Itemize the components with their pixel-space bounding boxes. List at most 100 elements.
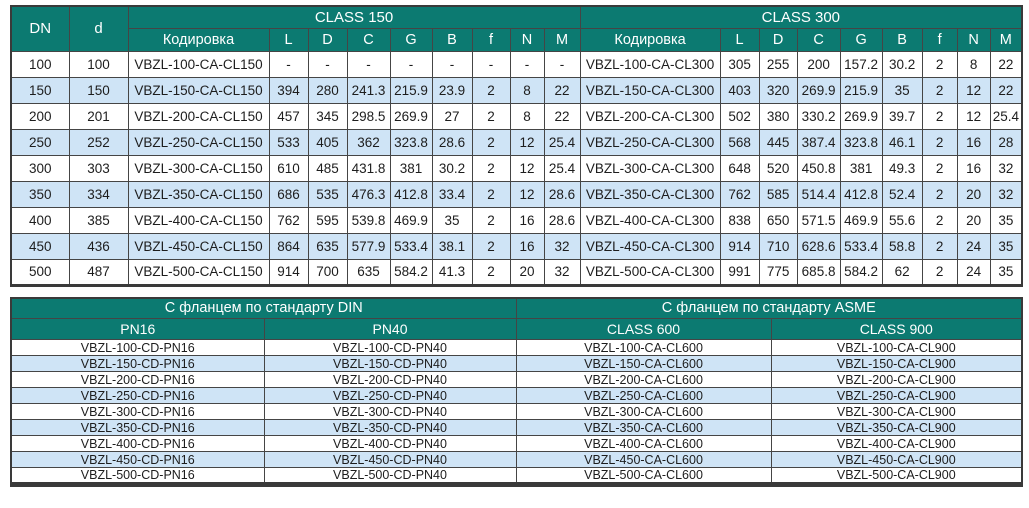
value-cell: 303: [68, 154, 129, 182]
value-cell: 864: [268, 232, 309, 260]
table-row: VBZL-250-CD-PN16 VBZL-250-CD-PN40 VBZL-250…: [10, 387, 1023, 404]
value-cell: 2: [471, 206, 511, 234]
code-cell: VBZL-150-CD-PN40: [263, 355, 517, 372]
value-cell: 200: [10, 102, 70, 130]
value-cell: 520: [758, 154, 798, 182]
value-cell: 150: [68, 76, 129, 104]
value-cell: 381: [389, 154, 433, 182]
col-header-pn16: PN16: [10, 318, 265, 340]
code-cell: VBZL-450-CA-CL900: [770, 451, 1023, 468]
code-cell: VBZL-350-CA-CL600: [515, 419, 772, 436]
flange-standards-table: С фланцем по стандарту DIN С фланцем по …: [10, 296, 1024, 487]
value-cell: 150: [10, 76, 70, 104]
col-header-m-cl150: M: [543, 27, 581, 52]
value-cell: 12: [509, 128, 545, 156]
value-cell: 35: [989, 232, 1023, 260]
value-cell: 584.2: [839, 258, 883, 286]
value-cell: 252: [68, 128, 129, 156]
value-cell: 35: [989, 258, 1023, 286]
group-header-row: DN d CLASS 150 CLASS 300: [10, 5, 1023, 52]
table-row: VBZL-350-CD-PN16 VBZL-350-CD-PN40 VBZL-350…: [10, 419, 1023, 436]
value-cell: 35: [431, 206, 473, 234]
code-cell: VBZL-400-CD-PN16: [10, 435, 265, 452]
value-cell: 241.3: [346, 76, 391, 104]
code-cell: VBZL-200-CA-CL600: [515, 371, 772, 388]
code-cell: VBZL-400-CD-PN40: [263, 435, 517, 452]
value-cell: 686: [268, 180, 309, 208]
value-cell: 2: [921, 102, 958, 130]
code-cell: VBZL-100-CA-CL600: [515, 339, 772, 356]
col-header-f-cl150: f: [471, 27, 511, 52]
code-cell: VBZL-150-CA-CL600: [515, 355, 772, 372]
value-cell: 685.8: [796, 258, 841, 286]
value-cell: 533.4: [839, 232, 883, 260]
value-cell: 305: [719, 50, 760, 78]
value-cell: 100: [68, 50, 129, 78]
value-cell: 49.3: [881, 154, 923, 182]
value-cell: 487: [68, 258, 129, 286]
value-cell: 16: [956, 128, 991, 156]
code-cell: VBZL-450-CA-CL150: [127, 232, 270, 260]
table-row: VBZL-450-CD-PN16 VBZL-450-CD-PN40 VBZL-450…: [10, 451, 1023, 468]
code-cell: VBZL-200-CA-CL150: [127, 102, 270, 130]
value-cell: 648: [719, 154, 760, 182]
value-cell: 33.4: [431, 180, 473, 208]
value-cell: 30.2: [431, 154, 473, 182]
code-cell: VBZL-200-CD-PN16: [10, 371, 265, 388]
code-cell: VBZL-500-CA-CL150: [127, 258, 270, 286]
value-cell: -: [509, 50, 545, 78]
code-cell: VBZL-500-CA-CL300: [579, 258, 721, 286]
value-cell: 334: [68, 180, 129, 208]
value-cell: 32: [989, 180, 1023, 208]
dimensions-table-header: DN d CLASS 150 CLASS 300 Кодировка L D C…: [10, 5, 1023, 52]
value-cell: 323.8: [389, 128, 433, 156]
col-header-l-cl150: L: [268, 27, 309, 52]
code-cell: VBZL-450-CA-CL600: [515, 451, 772, 468]
value-cell: 450: [10, 232, 70, 260]
code-cell: VBZL-300-CA-CL150: [127, 154, 270, 182]
value-cell: 380: [758, 102, 798, 130]
table-row: 300 303 VBZL-300-CA-CL150 610 485 431.8 381 30.…: [10, 154, 1023, 182]
value-cell: 28: [989, 128, 1023, 156]
code-cell: VBZL-100-CD-PN16: [10, 339, 265, 356]
value-cell: 12: [956, 76, 991, 104]
value-cell: 41.3: [431, 258, 473, 286]
value-cell: 2: [921, 180, 958, 208]
code-cell: VBZL-100-CA-CL300: [579, 50, 721, 78]
table-row: VBZL-400-CD-PN16 VBZL-400-CD-PN40 VBZL-400…: [10, 435, 1023, 452]
value-cell: 28.6: [543, 206, 581, 234]
value-cell: 16: [509, 206, 545, 234]
value-cell: 28.6: [431, 128, 473, 156]
sub-header-row: Кодировка L D C G B f N M Кодировка L D …: [11, 27, 1023, 52]
value-cell: 2: [471, 102, 511, 130]
value-cell: 300: [10, 154, 70, 182]
value-cell: 32: [543, 232, 581, 260]
class150-group-header: CLASS 150: [127, 5, 581, 29]
value-cell: 2: [471, 76, 511, 104]
value-cell: 24: [956, 258, 991, 286]
value-cell: 24: [956, 232, 991, 260]
value-cell: 403: [719, 76, 760, 104]
value-cell: 8: [956, 50, 991, 78]
value-cell: 595: [307, 206, 348, 234]
value-cell: 2: [921, 76, 958, 104]
value-cell: 20: [509, 258, 545, 286]
code-cell: VBZL-200-CA-CL900: [770, 371, 1023, 388]
value-cell: 250: [10, 128, 70, 156]
code-cell: VBZL-250-CA-CL600: [515, 387, 772, 404]
value-cell: 2: [471, 154, 511, 182]
value-cell: 100: [10, 50, 70, 78]
value-cell: 16: [956, 154, 991, 182]
table-row: 400 385 VBZL-400-CA-CL150 762 595 539.8 469.9 3…: [10, 206, 1023, 234]
value-cell: 215.9: [839, 76, 883, 104]
value-cell: 32: [989, 154, 1023, 182]
code-cell: VBZL-250-CD-PN40: [263, 387, 517, 404]
value-cell: 27: [431, 102, 473, 130]
value-cell: 2: [471, 128, 511, 156]
code-cell: VBZL-350-CD-PN40: [263, 419, 517, 436]
value-cell: 577.9: [346, 232, 391, 260]
value-cell: 535: [307, 180, 348, 208]
value-cell: 12: [956, 102, 991, 130]
value-cell: 635: [346, 258, 391, 286]
dimensions-table-body: 100 100 VBZL-100-CA-CL150- - - - - - - - VBZL-100-…: [10, 50, 1023, 286]
